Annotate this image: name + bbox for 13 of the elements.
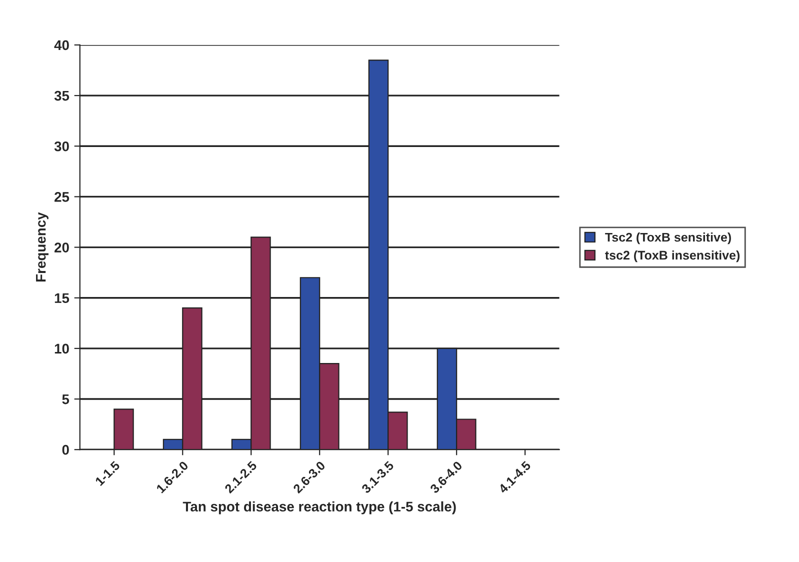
y-tick-label: 30 — [54, 141, 69, 152]
y-tick-label: 15 — [54, 293, 70, 304]
y-tick-label: 0 — [62, 444, 69, 455]
x-axis-title: Tan spot disease reaction type (1-5 scale) — [182, 501, 456, 514]
y-tick-label: 5 — [62, 394, 70, 404]
legend-label: tsc2 (ToxB insensitive) — [605, 250, 740, 262]
legend-label: Tsc2 (ToxB sensitive) — [605, 232, 731, 244]
y-tick-label: 25 — [54, 192, 70, 202]
y-axis-title: Frequency — [36, 212, 48, 282]
y-tick-label: 35 — [54, 90, 70, 101]
y-tick-label: 20 — [54, 242, 69, 252]
y-tick-label: 10 — [54, 344, 69, 354]
y-tick-label: 40 — [54, 40, 69, 50]
